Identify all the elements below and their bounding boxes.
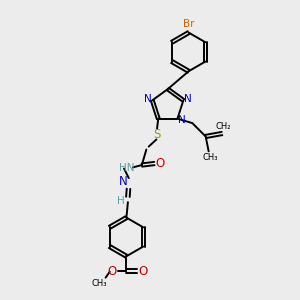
Text: CH₂: CH₂ <box>216 122 231 131</box>
Text: N: N <box>184 94 192 104</box>
Text: Br: Br <box>184 19 195 29</box>
Text: CH₃: CH₃ <box>91 279 107 288</box>
Text: N: N <box>119 176 128 188</box>
Text: O: O <box>139 265 148 278</box>
Text: N: N <box>144 94 152 104</box>
Text: N: N <box>178 115 186 125</box>
Text: HN: HN <box>119 163 135 173</box>
Text: O: O <box>156 157 165 170</box>
Text: H: H <box>118 196 125 206</box>
Text: CH₃: CH₃ <box>202 153 218 162</box>
Text: O: O <box>107 265 117 278</box>
Text: S: S <box>153 128 160 141</box>
